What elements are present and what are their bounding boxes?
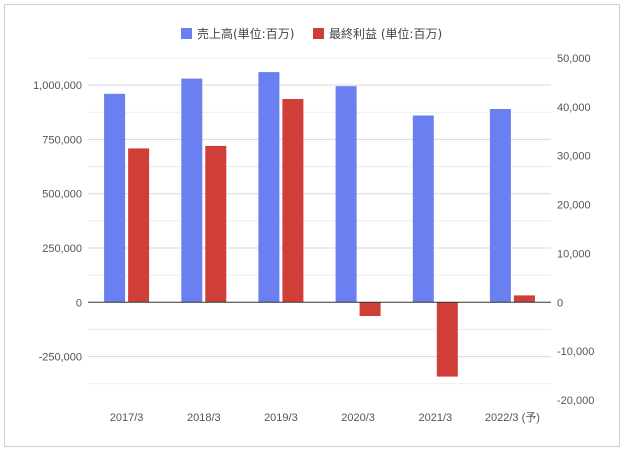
y-right-tick-label: -20,000 bbox=[557, 395, 594, 407]
y-left-tick-label: 1,000,000 bbox=[33, 80, 82, 92]
y-left-tick-label: 0 bbox=[76, 297, 82, 309]
y-left-tick-label: -250,000 bbox=[39, 352, 82, 364]
legend-label-sales: 売上高(単位:百万) bbox=[197, 26, 294, 41]
bar-sales bbox=[335, 86, 357, 303]
y-right-tick-label: 20,000 bbox=[557, 200, 591, 212]
y-right-tick-label: 50,000 bbox=[557, 53, 591, 65]
bar-sales bbox=[181, 78, 203, 303]
bars-layer bbox=[104, 72, 535, 377]
bar-sales bbox=[258, 72, 280, 303]
axis-layer: -250,000 0 250,000 500,000 750,000 1,000,000 -… bbox=[33, 53, 594, 424]
y-left-tick-label: 750,000 bbox=[42, 134, 82, 146]
y-right-tick-label: 10,000 bbox=[557, 248, 591, 260]
bar-net-profit bbox=[513, 295, 535, 303]
y-left-tick-label: 500,000 bbox=[42, 189, 82, 201]
bar-net-profit bbox=[359, 302, 381, 316]
bar-net-profit bbox=[282, 99, 304, 303]
bar-sales bbox=[104, 93, 126, 303]
x-tick-label: 2017/3 bbox=[110, 412, 144, 424]
legend-label-net-profit: 最終利益 (単位:百万) bbox=[329, 26, 442, 41]
y-right-tick-label: 30,000 bbox=[557, 151, 591, 163]
bar-net-profit bbox=[436, 302, 458, 377]
x-tick-label: 2020/3 bbox=[341, 412, 375, 424]
x-tick-label: 2022/3 (予) bbox=[485, 411, 540, 424]
bar-net-profit bbox=[128, 148, 150, 303]
y-right-tick-label: 40,000 bbox=[557, 102, 591, 114]
legend-swatch-net-profit bbox=[313, 28, 324, 39]
x-tick-label: 2021/3 bbox=[418, 412, 452, 424]
legend-swatch-sales bbox=[181, 28, 192, 39]
grid-layer bbox=[88, 57, 551, 385]
y-right-tick-label: -10,000 bbox=[557, 346, 594, 358]
y-left-tick-label: 250,000 bbox=[42, 243, 82, 255]
bar-net-profit bbox=[205, 145, 227, 303]
x-tick-label: 2018/3 bbox=[187, 412, 221, 424]
y-right-tick-label: 0 bbox=[557, 297, 563, 309]
x-tick-label: 2019/3 bbox=[264, 412, 298, 424]
bar-sales bbox=[489, 109, 511, 303]
legend: 売上高(単位:百万) 最終利益 (単位:百万) bbox=[181, 26, 442, 41]
bar-sales bbox=[412, 115, 434, 303]
